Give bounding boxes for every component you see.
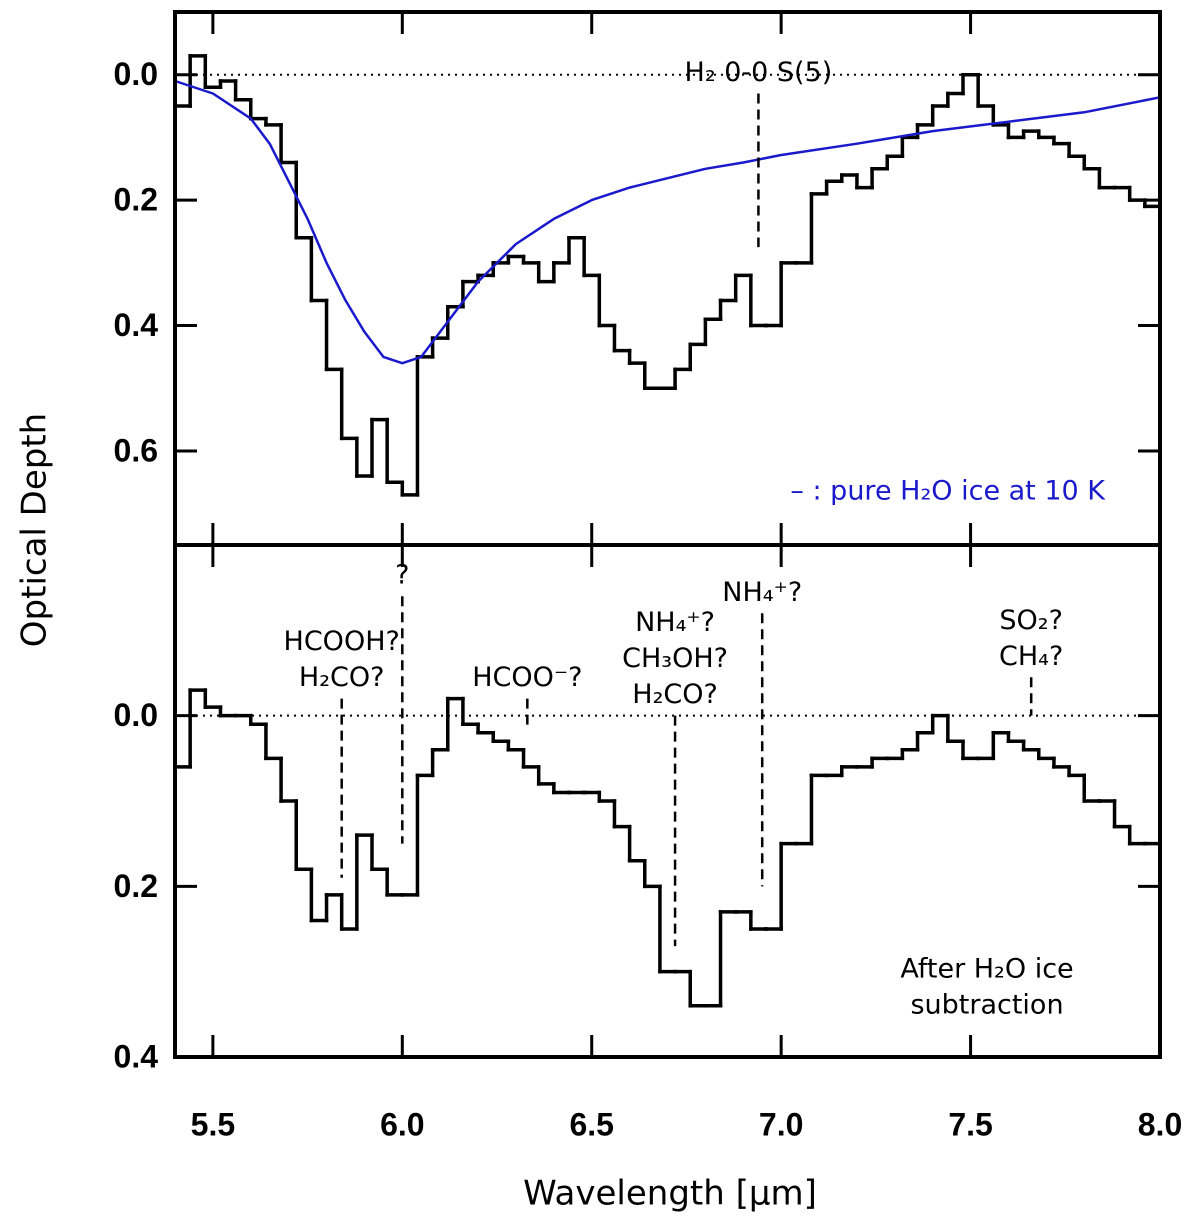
annotation-label: SO₂?	[999, 605, 1063, 636]
y-tick-label: 0.6	[114, 432, 158, 468]
annotation-label: HCOO⁻?	[472, 662, 582, 693]
x-tick-label: 6.5	[569, 1106, 613, 1142]
x-tick-label: 7.5	[948, 1106, 992, 1142]
panel-frame	[173, 10, 1162, 547]
annotation-label: CH₃OH?	[622, 643, 728, 674]
x-tick-label: 5.5	[191, 1106, 235, 1142]
y-tick-label: 0.4	[114, 1038, 159, 1074]
annotation-label: HCOOH?	[284, 626, 400, 657]
annotation-label: H₂CO?	[299, 662, 385, 693]
legend-entry: – : pure H₂O ice at 10 K	[790, 476, 1106, 507]
x-tick-label: 6.0	[380, 1106, 424, 1142]
y-tick-label: 0.0	[114, 697, 158, 733]
y-tick-label: 0.2	[114, 182, 158, 218]
annotation-label: NH₄⁺?	[722, 577, 802, 608]
y-tick-label: 0.0	[114, 56, 158, 92]
annotation-label: H₂CO?	[632, 679, 718, 710]
annotation-label: H₂ 0-0 S(5)	[685, 57, 833, 88]
panel-note: After H₂O ice	[900, 954, 1073, 985]
annotation-label: ?	[395, 560, 409, 591]
annotation-label: CH₄?	[999, 641, 1063, 672]
y-tick-label: 0.4	[114, 307, 159, 343]
panel-frame	[173, 543, 1162, 1059]
x-axis-label: Wavelength [μm]	[523, 1174, 817, 1214]
panel-note: subtraction	[910, 990, 1063, 1021]
model-curve	[174, 79, 1161, 365]
x-tick-label: 8.0	[1138, 1106, 1182, 1142]
y-axis-label: Optical Depth	[15, 413, 55, 647]
x-tick-label: 7.0	[759, 1106, 803, 1142]
annotation-label: NH₄⁺?	[635, 607, 715, 638]
y-tick-label: 0.2	[114, 868, 158, 904]
